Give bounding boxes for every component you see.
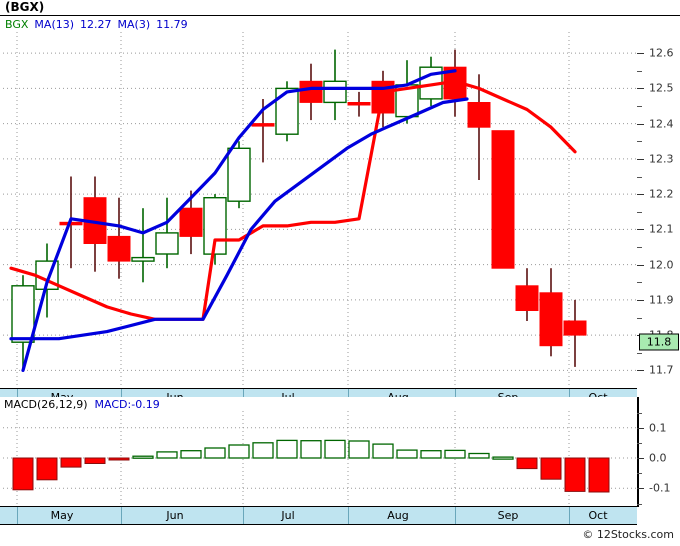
price-axis-label: 11.7 — [649, 363, 674, 377]
price-axis-minor-tick — [637, 70, 642, 72]
price-axis-label: 12.1 — [649, 222, 674, 236]
macd-axis-label: 0.0 — [649, 451, 667, 465]
price-axis-tick — [637, 299, 644, 301]
macd-axis-minor-tick — [637, 412, 642, 414]
price-axis-tick — [637, 123, 644, 125]
macd-y-axis: 0.1 0.0 -0.1 — [637, 397, 680, 507]
macd-axis-line — [637, 397, 639, 507]
macd-indicator-value: MACD:-0.19 — [94, 398, 160, 411]
month-separator — [121, 507, 122, 524]
price-axis-label: 12.5 — [649, 81, 674, 95]
month-label-jun: Jun — [166, 509, 184, 522]
price-legend: BGX MA(13) 12.27 MA(3) 11.79 — [5, 18, 194, 31]
month-label-oct: Oct — [588, 509, 608, 522]
price-axis-minor-tick — [637, 176, 642, 178]
price-axis-label: 12.2 — [649, 187, 674, 201]
price-axis-tick — [637, 194, 644, 196]
legend-ma-slow-label: MA(3) — [117, 18, 151, 31]
month-label-jul: Jul — [281, 509, 295, 522]
price-axis-minor-tick — [637, 211, 642, 213]
macd-plot-area — [3, 411, 637, 505]
price-axis-tick — [637, 370, 644, 372]
macd-axis-minor-tick — [637, 503, 642, 505]
macd-panel: MACD(26,12,9) MACD:-0.19 0.1 0.0 -0.1 — [0, 397, 680, 525]
month-separator — [569, 507, 570, 524]
month-separator — [348, 507, 349, 524]
price-axis-label: 12.0 — [649, 258, 674, 272]
macd-month-axis: May Jun Jul Aug Sep Oct — [0, 506, 637, 525]
price-axis-minor-tick — [637, 282, 642, 284]
price-axis-label: 12.6 — [649, 46, 674, 60]
price-axis-tick — [637, 264, 644, 266]
price-axis-minor-tick — [637, 352, 642, 354]
month-label-aug: Aug — [387, 509, 409, 522]
price-axis-minor-tick — [637, 141, 642, 143]
page-title: (BGX) — [5, 0, 45, 14]
copyright-text: © 12Stocks.com — [582, 528, 674, 541]
macd-legend: MACD(26,12,9) MACD:-0.19 — [4, 398, 160, 411]
month-label-sep: Sep — [497, 509, 519, 522]
current-price-badge: 11.8 — [639, 333, 679, 351]
price-axis-minor-tick — [637, 106, 642, 107]
footer: © 12Stocks.com — [0, 525, 680, 546]
macd-axis-label: -0.1 — [649, 481, 671, 495]
price-panel: BGX MA(13) 12.27 MA(3) 11.79 12.6 12.5 12.4 12.… — [0, 16, 680, 392]
macd-axis-tick — [637, 427, 644, 429]
macd-histogram — [3, 411, 637, 505]
title-divider — [0, 15, 680, 16]
price-axis-tick — [637, 229, 644, 231]
month-label-may: May — [50, 509, 74, 522]
macd-axis-tick — [637, 488, 644, 490]
month-separator — [17, 507, 18, 524]
macd-axis-minor-tick — [637, 473, 642, 475]
price-axis-minor-tick — [637, 317, 642, 319]
candlestick-chart — [3, 32, 637, 388]
price-axis-tick — [637, 88, 644, 90]
price-axis-tick — [637, 53, 644, 55]
legend-symbol: BGX — [5, 18, 29, 31]
legend-ma-fast-value: 12.27 — [80, 18, 112, 31]
price-axis-label: 11.9 — [649, 293, 674, 307]
price-axis-minor-tick — [637, 247, 642, 248]
legend-ma-slow-value: 11.79 — [156, 18, 188, 31]
macd-axis-label: 0.1 — [649, 421, 667, 435]
macd-indicator-name: MACD(26,12,9) — [4, 398, 88, 411]
price-axis-tick — [637, 158, 644, 160]
legend-ma-fast-label: MA(13) — [34, 18, 75, 31]
macd-axis-minor-tick — [637, 442, 642, 444]
macd-axis-tick — [637, 458, 644, 459]
price-y-axis: 12.6 12.5 12.4 12.3 12.2 12.1 12.0 11.9 11.8 11.7… — [637, 16, 680, 392]
price-axis-label: 12.4 — [649, 117, 674, 131]
price-plot-area — [3, 32, 637, 388]
title-bar: (BGX) — [0, 0, 680, 16]
price-axis-label: 12.3 — [649, 152, 674, 166]
month-separator — [455, 507, 456, 524]
month-separator — [243, 507, 244, 524]
